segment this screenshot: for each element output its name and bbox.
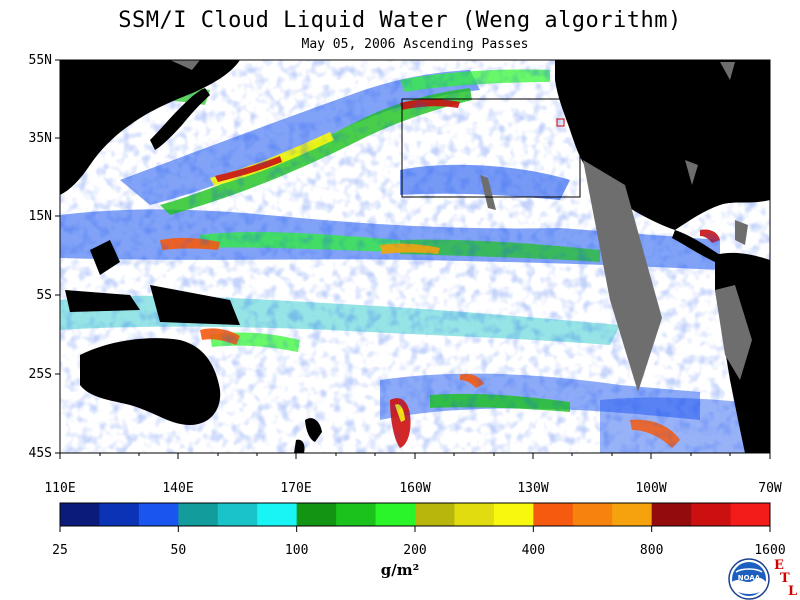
map-title: SSM/I Cloud Liquid Water (Weng algorithm… <box>118 8 682 33</box>
colorbar-swatch <box>533 503 574 526</box>
etl-letter-l: L <box>788 584 798 599</box>
lat-label: 15N <box>29 209 52 224</box>
map-subtitle: May 05, 2006 Ascending Passes <box>301 37 529 52</box>
colorbar-swatch <box>296 503 337 526</box>
colorbar-swatch <box>691 503 732 526</box>
lon-label: 100W <box>635 481 666 496</box>
noaa-logo-text: NOAA <box>738 574 761 582</box>
colorbar-swatch <box>336 503 377 526</box>
lon-label: 110E <box>44 481 75 496</box>
lat-label: 45S <box>29 446 52 461</box>
longitude-axis: 110E 140E 170E 160W 130W 100W 70W <box>44 453 782 496</box>
colorbar <box>60 503 771 526</box>
colorbar-swatch <box>572 503 613 526</box>
colorbar-tick-label: 50 <box>171 543 187 558</box>
noaa-logo: NOAA <box>728 558 770 600</box>
colorbar-swatch <box>493 503 534 526</box>
colorbar-swatch <box>99 503 140 526</box>
colorbar-swatch <box>178 503 219 526</box>
etl-letter-e: E <box>774 558 784 573</box>
lat-label: 25S <box>29 367 52 382</box>
no-data-swaths <box>170 60 752 392</box>
lon-label: 140E <box>162 481 193 496</box>
units-label: g/m² <box>380 561 420 579</box>
colorbar-tick-label: 200 <box>403 543 426 558</box>
colorbar-swatch <box>217 503 258 526</box>
colorbar-swatch <box>257 503 298 526</box>
colorbar-tick-label: 800 <box>640 543 663 558</box>
lat-label: 5S <box>36 288 52 303</box>
colorbar-swatch <box>415 503 455 526</box>
lon-label: 170E <box>280 481 311 496</box>
colorbar-swatch <box>651 503 692 526</box>
colorbar-ticks: 25 50 100 200 400 800 1600 <box>52 526 786 558</box>
colorbar-tick-label: 400 <box>522 543 545 558</box>
station-marker <box>556 118 565 127</box>
latitude-axis: 55N 35N 15N 5S 25S 45S <box>29 53 60 461</box>
lat-label: 35N <box>29 131 52 146</box>
colorbar-tick-label: 100 <box>285 543 308 558</box>
lon-label: 70W <box>758 481 782 496</box>
region-outline-box <box>401 98 581 198</box>
colorbar-swatch <box>60 503 100 526</box>
map-area <box>60 60 770 453</box>
colorbar-swatch <box>454 503 495 526</box>
lon-label: 160W <box>399 481 430 496</box>
colorbar-swatch <box>375 503 416 526</box>
colorbar-tick-label: 1600 <box>754 543 785 558</box>
colorbar-tick-label: 25 <box>52 543 68 558</box>
colorbar-swatch <box>138 503 179 526</box>
lon-label: 130W <box>517 481 548 496</box>
etl-letter-t: T <box>780 571 790 586</box>
lat-label: 55N <box>29 53 52 68</box>
colorbar-swatch <box>612 503 653 526</box>
colorbar-swatch <box>730 503 771 526</box>
